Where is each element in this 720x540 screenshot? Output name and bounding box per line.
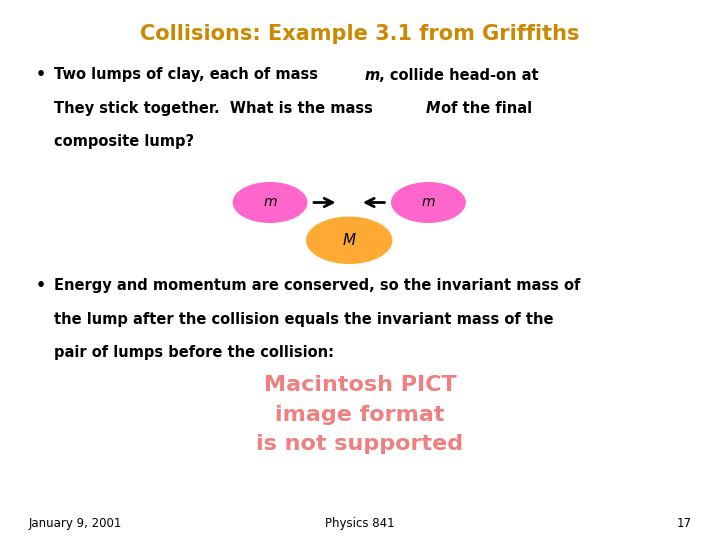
Text: 17: 17 [676,517,691,530]
Text: Macintosh PICT
image format
is not supported: Macintosh PICT image format is not suppo… [256,375,464,455]
Ellipse shape [391,182,466,223]
Text: , collide head-on at: , collide head-on at [374,68,539,83]
Text: the lump after the collision equals the invariant mass of the: the lump after the collision equals the … [54,312,554,327]
Text: of the final: of the final [436,101,532,116]
Text: January 9, 2001: January 9, 2001 [29,517,122,530]
Text: •: • [36,68,46,83]
Ellipse shape [306,217,392,264]
Text: Two lumps of clay, each of mass: Two lumps of clay, each of mass [54,68,323,83]
Text: Collisions: Example 3.1 from Griffiths: Collisions: Example 3.1 from Griffiths [140,24,580,44]
Text: m: m [364,68,379,83]
Text: •: • [36,278,46,293]
Text: Energy and momentum are conserved, so the invariant mass of: Energy and momentum are conserved, so th… [54,278,580,293]
Text: composite lump?: composite lump? [54,134,194,150]
Text: M: M [426,101,440,116]
Text: $M$: $M$ [342,232,356,248]
Text: $m$: $m$ [263,195,277,210]
Ellipse shape [233,182,307,223]
Text: $m$: $m$ [421,195,436,210]
Text: They stick together.  What is the mass: They stick together. What is the mass [54,101,378,116]
Text: Physics 841: Physics 841 [325,517,395,530]
Text: pair of lumps before the collision:: pair of lumps before the collision: [54,345,334,360]
